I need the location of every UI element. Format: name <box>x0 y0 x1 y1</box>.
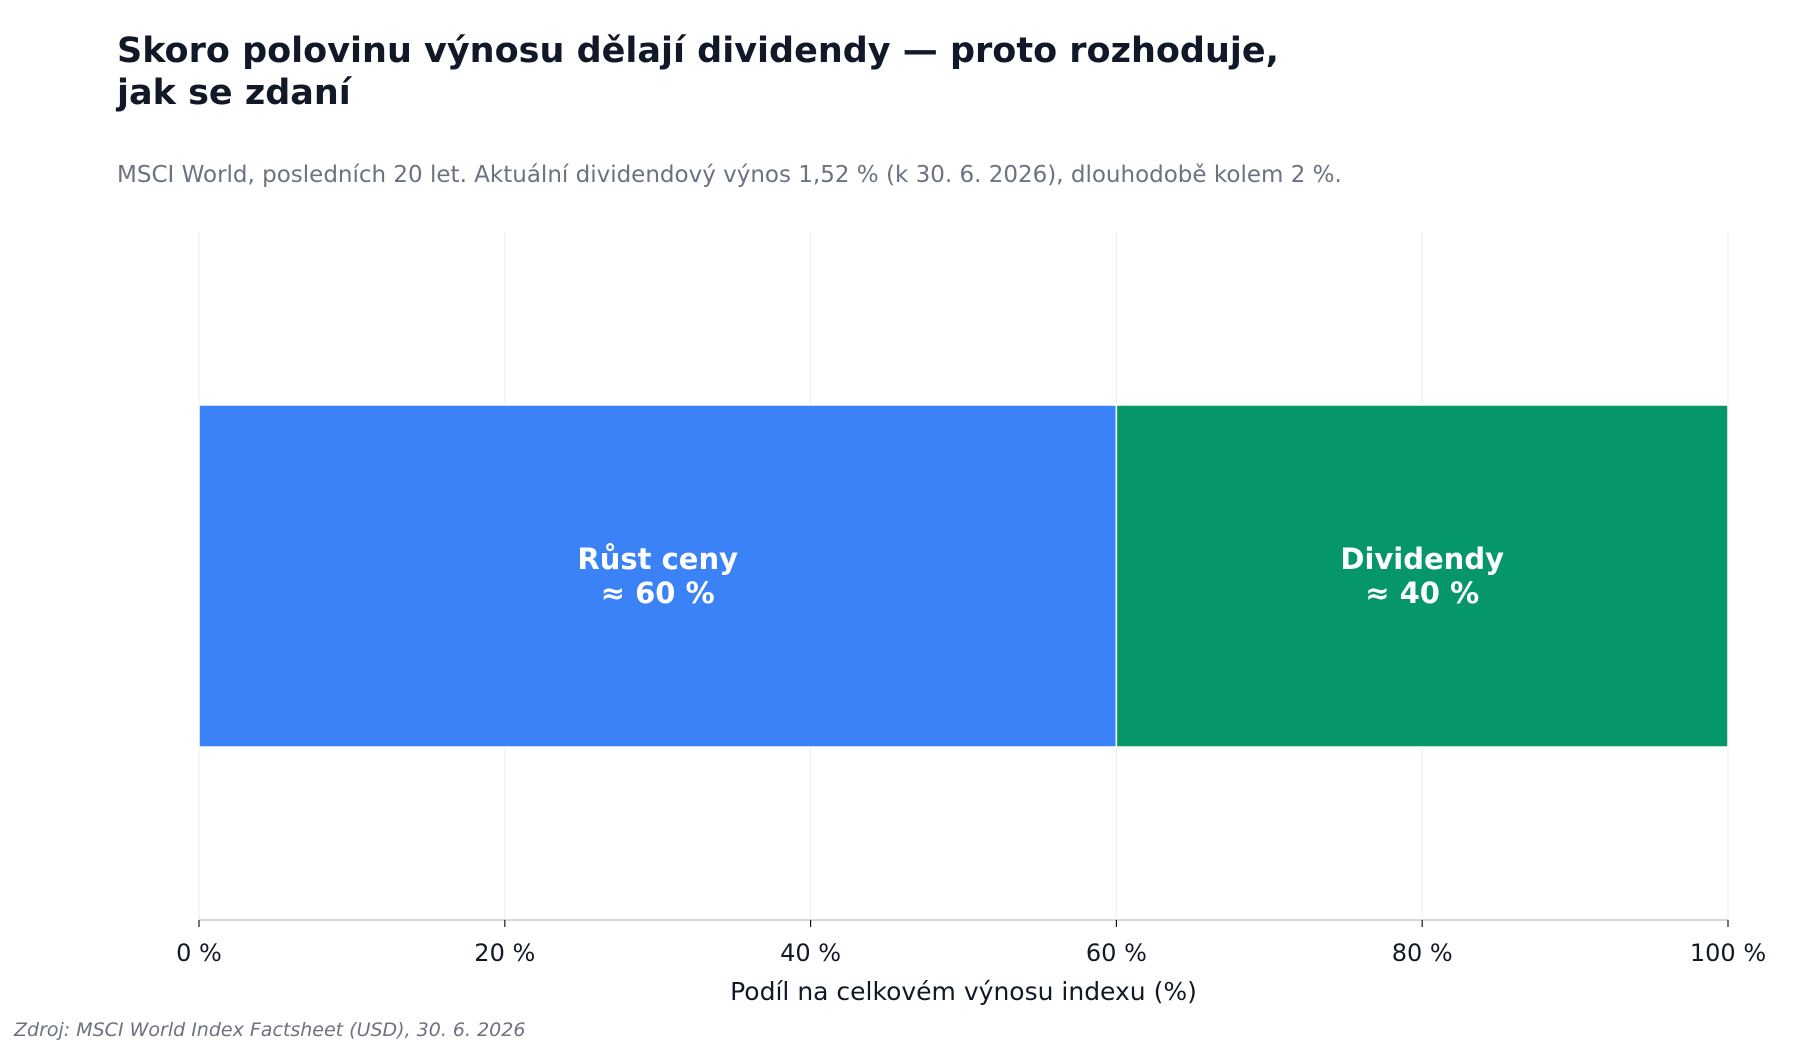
x-axis: 0 % 20 % 40 % 60 % 80 % 100 % <box>176 919 1766 967</box>
segment-label-0: Růst ceny ≈ 60 % <box>577 542 738 610</box>
segment-label-line-1-0: Dividendy <box>1340 542 1504 576</box>
chart-title: Skoro polovinu výnosu dělají dividendy —… <box>117 31 1279 113</box>
x-tick-label-5: 100 % <box>1690 939 1766 967</box>
source-note: Zdroj: MSCI World Index Factsheet (USD),… <box>14 1019 526 1041</box>
x-tick-label-0: 0 % <box>176 939 222 967</box>
bar-segment-1 <box>1115 404 1729 748</box>
chart-subtitle: MSCI World, posledních 20 let. Aktuální … <box>117 162 1342 188</box>
x-axis-title: Podíl na celkovém výnosu indexu (%) <box>730 977 1197 1006</box>
bar-segments: Růst ceny ≈ 60 % Dividendy ≈ 40 % <box>198 404 1729 748</box>
segment-label-line-0-0: Růst ceny <box>577 542 738 576</box>
bar-segment-0 <box>198 404 1118 748</box>
segment-label-line-1-1: ≈ 40 % <box>1365 576 1479 610</box>
x-tick-label-4: 80 % <box>1392 939 1453 967</box>
x-tick-label-1: 20 % <box>474 939 535 967</box>
segment-label-1: Dividendy ≈ 40 % <box>1340 542 1504 610</box>
x-tick-label-3: 60 % <box>1086 939 1147 967</box>
segment-label-line-0-1: ≈ 60 % <box>601 576 715 610</box>
x-tick-label-2: 40 % <box>780 939 841 967</box>
